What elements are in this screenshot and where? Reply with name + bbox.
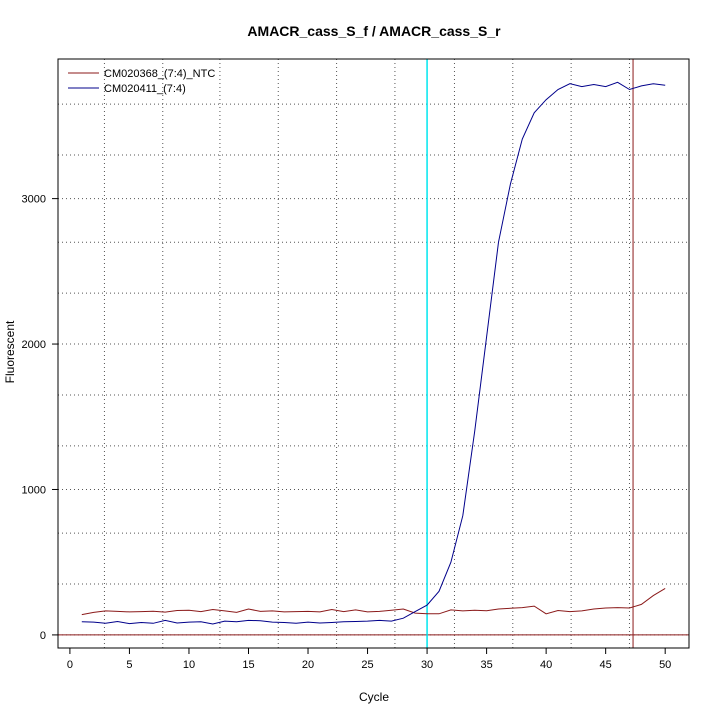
x-tick-label: 45 bbox=[600, 659, 612, 671]
legend: CM020368_(7:4)_NTC CM020411_(7:4) bbox=[68, 68, 215, 95]
y-tick-label: 0 bbox=[40, 630, 46, 642]
x-tick-label: 0 bbox=[67, 659, 73, 671]
chart-title: AMACR_cass_S_f / AMACR_cass_S_r bbox=[247, 23, 501, 39]
x-tick-label: 30 bbox=[421, 659, 433, 671]
series-line-0 bbox=[81, 587, 666, 616]
reference-lines bbox=[58, 59, 689, 648]
y-axis-label: Fluorescent bbox=[3, 320, 17, 383]
legend-label-1: CM020411_(7:4) bbox=[104, 83, 186, 95]
y-tick-label: 1000 bbox=[22, 484, 46, 496]
series-line-1 bbox=[81, 81, 666, 625]
y-tick-label: 2000 bbox=[22, 339, 46, 351]
x-tick-label: 20 bbox=[302, 659, 314, 671]
x-tick-label: 35 bbox=[480, 659, 492, 671]
x-tick-label: 25 bbox=[361, 659, 373, 671]
x-tick-label: 10 bbox=[183, 659, 195, 671]
x-tick-label: 15 bbox=[242, 659, 254, 671]
x-tick-label: 5 bbox=[126, 659, 132, 671]
plot-frame bbox=[57, 58, 690, 649]
series-layer bbox=[81, 81, 666, 625]
x-tick-label: 50 bbox=[659, 659, 671, 671]
ticks-layer: 0 5 10 15 20 25 30 35 40 45 50 0 1000 2000 3000 bbox=[22, 194, 672, 671]
legend-label-0: CM020368_(7:4)_NTC bbox=[104, 68, 215, 80]
x-tick-label: 40 bbox=[540, 659, 552, 671]
grid-layer bbox=[58, 59, 689, 648]
x-axis-label: Cycle bbox=[359, 690, 389, 704]
y-tick-label: 3000 bbox=[22, 194, 46, 206]
